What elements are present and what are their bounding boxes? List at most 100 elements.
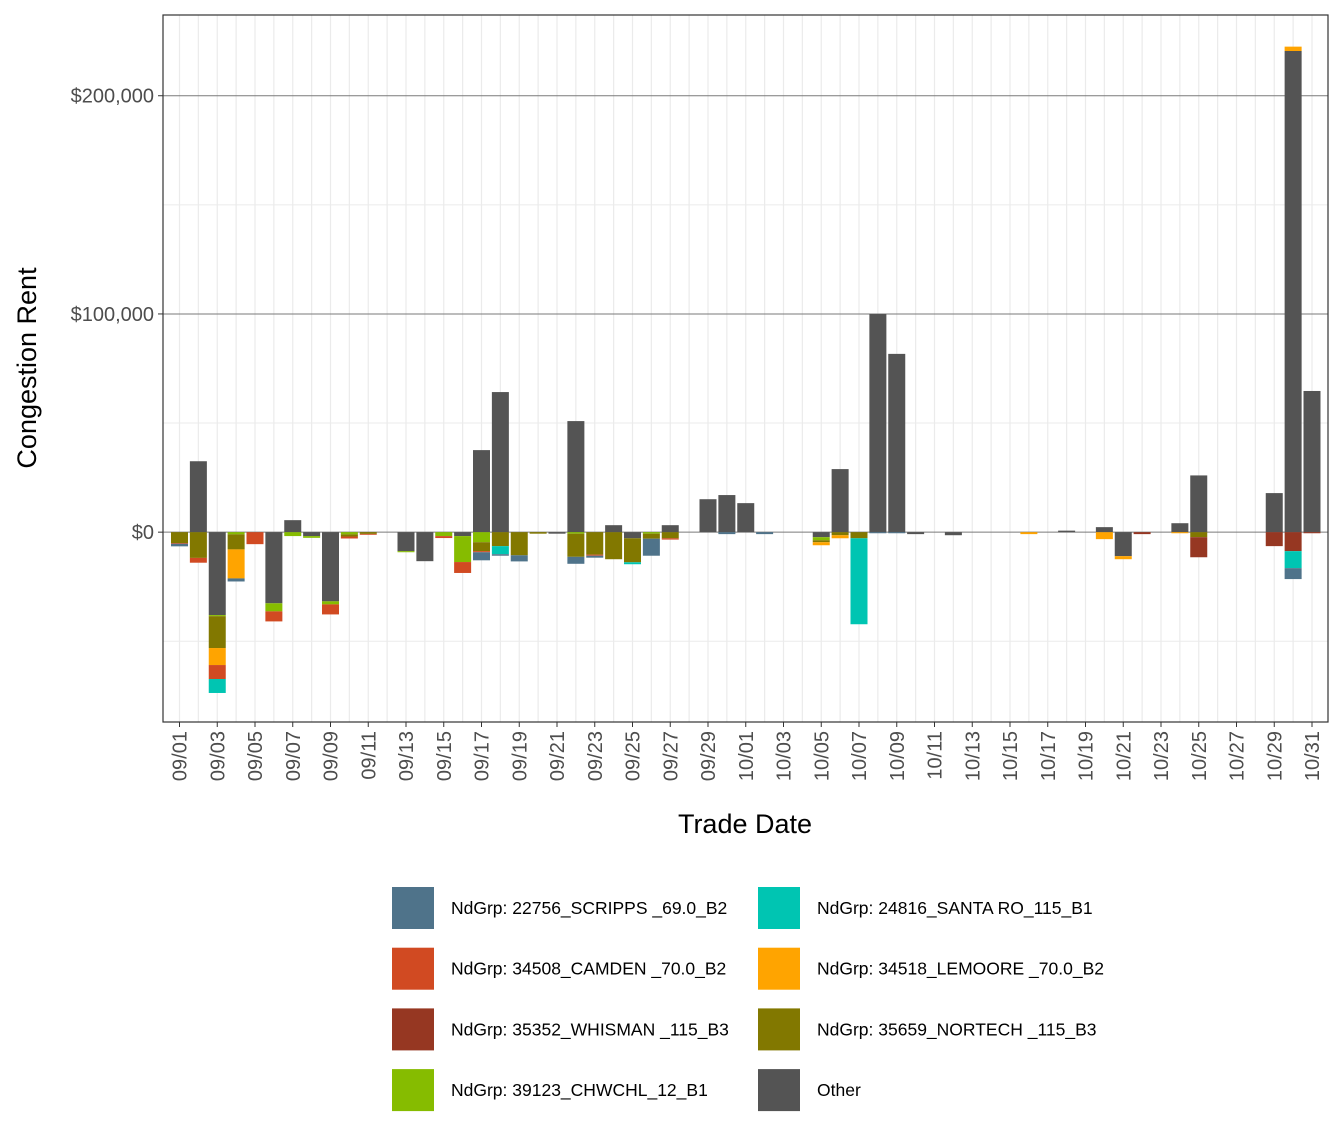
- bar-segment: [1265, 493, 1283, 533]
- bar-segment: [322, 532, 339, 602]
- bar-segment: [208, 679, 226, 693]
- bar-segment: [227, 549, 245, 579]
- bar-segment: [265, 603, 283, 612]
- x-tick-label: 09/01: [170, 731, 192, 781]
- legend-label: NdGrp: 35352_WHISMAN _115_B3: [451, 1019, 729, 1040]
- x-tick-label: 10/15: [1000, 731, 1022, 781]
- bar-segment: [227, 578, 245, 582]
- bar-segment: [1190, 475, 1208, 533]
- bar-segment: [435, 532, 453, 537]
- x-tick-label: 09/19: [509, 731, 531, 781]
- bar-segment: [1284, 568, 1302, 580]
- x-tick-label: 10/11: [925, 731, 947, 780]
- bar-segment: [454, 536, 472, 563]
- bar-segment: [850, 532, 868, 539]
- bar-segment: [303, 536, 321, 538]
- x-tick-label: 09/07: [283, 731, 305, 781]
- bar-segment: [340, 532, 358, 535]
- bar-segment: [1303, 532, 1321, 534]
- bar-segment: [661, 525, 679, 533]
- bar-segment: [265, 532, 283, 604]
- bar-segment: [473, 552, 490, 561]
- bar-segment: [491, 532, 509, 547]
- bar-segment: [473, 551, 490, 553]
- bar-segment: [227, 532, 245, 535]
- bar-segment: [322, 601, 339, 605]
- bar-segment: [171, 543, 188, 547]
- bar-segment: [548, 532, 566, 534]
- y-axis: $0 $100,000 $200,000: [71, 86, 163, 544]
- bar-segment: [1190, 532, 1208, 538]
- bar-segment: [699, 499, 717, 533]
- legend-swatch: [392, 947, 434, 990]
- bar-segment: [812, 540, 830, 543]
- bar-segment: [869, 313, 887, 533]
- bar-segment: [1133, 532, 1151, 535]
- x-tick-label: 09/21: [547, 731, 569, 781]
- legend-label: Other: [817, 1080, 861, 1100]
- bar-segment: [1114, 556, 1132, 560]
- y-tick-label: $0: [132, 522, 154, 544]
- legend-swatch: [758, 1008, 800, 1051]
- x-tick-label: 09/11: [358, 731, 380, 780]
- legend-item: NdGrp: 34508_CAMDEN _70.0_B2: [392, 947, 726, 990]
- bar-segment: [208, 648, 226, 666]
- bar-segment: [491, 392, 509, 533]
- bar-segment: [208, 665, 226, 680]
- x-tick-label: 09/13: [396, 731, 418, 781]
- bar-segment: [1303, 390, 1321, 533]
- bar-segment: [397, 551, 415, 553]
- legend-label: NdGrp: 34518_LEMOORE _70.0_B2: [817, 959, 1104, 980]
- bar-segment: [642, 533, 660, 539]
- bar-segment: [454, 562, 472, 573]
- bar-segment: [737, 503, 755, 533]
- bar-segment: [491, 546, 509, 555]
- bar-segment: [642, 532, 660, 534]
- x-axis-title: Trade Date: [678, 809, 812, 839]
- bar-segment: [529, 532, 547, 534]
- legend-item: NdGrp: 22756_SCRIPPS _69.0_B2: [392, 887, 727, 929]
- bar-segment: [473, 532, 490, 543]
- x-tick-label: 10/07: [849, 731, 871, 781]
- legend-label: NdGrp: 34508_CAMDEN _70.0_B2: [451, 959, 726, 980]
- x-tick-label: 09/25: [623, 731, 645, 781]
- bar-segment: [1284, 51, 1302, 533]
- bar-segment: [661, 532, 679, 539]
- bar-segment: [416, 532, 434, 562]
- legend-label: NdGrp: 24816_SANTA RO_115_B1: [817, 898, 1093, 919]
- bar-segment: [208, 532, 226, 616]
- legend-label: NdGrp: 39123_CHWCHL_12_B1: [451, 1080, 708, 1101]
- bar-segment: [473, 542, 490, 552]
- legend-swatch: [392, 1008, 434, 1051]
- x-tick-label: 10/25: [1189, 731, 1211, 781]
- bar-segment: [586, 554, 604, 556]
- x-tick-label: 10/29: [1264, 731, 1286, 781]
- bar-segment: [624, 532, 641, 539]
- legend-item: NdGrp: 35352_WHISMAN _115_B3: [392, 1008, 729, 1051]
- bar-segment: [189, 532, 207, 558]
- bar-segment: [1020, 532, 1038, 535]
- bar-segment: [510, 555, 528, 562]
- legend-swatch: [392, 1069, 434, 1112]
- legend-label: NdGrp: 35659_NORTECH _115_B3: [817, 1019, 1097, 1040]
- bar-segment: [322, 604, 339, 615]
- bar-segment: [812, 542, 830, 546]
- legend-item: NdGrp: 34518_LEMOORE _70.0_B2: [758, 947, 1104, 990]
- x-tick-label: 10/13: [962, 731, 984, 781]
- bar-segment: [340, 536, 358, 539]
- bar-segment: [718, 532, 736, 535]
- bars: [171, 46, 1321, 693]
- x-tick-label: 10/03: [774, 731, 796, 781]
- bar-segment: [831, 469, 849, 533]
- bar-segment: [1190, 537, 1208, 558]
- x-tick-label: 09/05: [245, 731, 267, 781]
- bar-segment: [1284, 551, 1302, 569]
- x-tick-label: 10/19: [1076, 731, 1098, 781]
- x-tick-label: 10/27: [1227, 731, 1249, 781]
- bar-segment: [189, 557, 207, 563]
- bar-segment: [624, 562, 641, 565]
- bar-segment: [888, 532, 906, 534]
- bar-segment: [1114, 532, 1132, 557]
- bar-segment: [586, 532, 604, 555]
